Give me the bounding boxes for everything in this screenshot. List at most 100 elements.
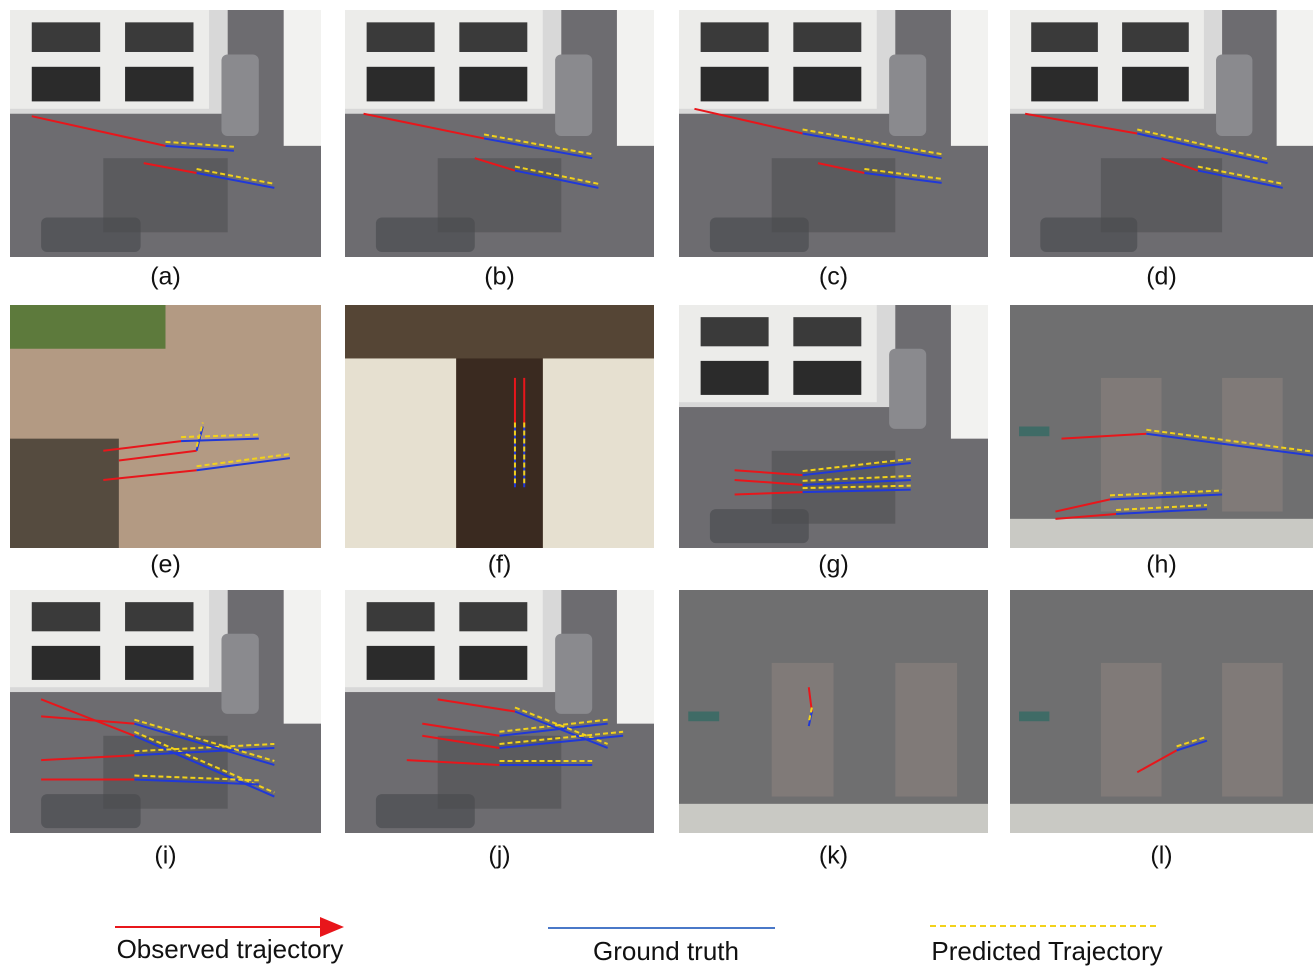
photo bbox=[679, 590, 988, 833]
rail bbox=[1010, 519, 1313, 548]
panel: (g) bbox=[679, 305, 988, 579]
path bbox=[456, 358, 543, 548]
photo bbox=[345, 305, 654, 548]
window bbox=[367, 602, 435, 631]
panel-label: (k) bbox=[819, 842, 848, 870]
photo bbox=[1010, 590, 1313, 833]
shade bbox=[103, 158, 227, 232]
window bbox=[1122, 67, 1189, 102]
panel: (k) bbox=[679, 590, 988, 870]
tiles bbox=[895, 663, 957, 797]
panel-label: (g) bbox=[818, 551, 849, 579]
snow bbox=[345, 358, 456, 548]
panel: (f) bbox=[345, 305, 654, 579]
window bbox=[367, 22, 435, 52]
panel-label: (f) bbox=[488, 551, 512, 579]
window bbox=[125, 22, 193, 52]
tiles bbox=[1222, 663, 1283, 797]
bench bbox=[1019, 712, 1049, 722]
window bbox=[459, 646, 527, 680]
window bbox=[125, 646, 193, 680]
legend-observed-label: Observed trajectory bbox=[117, 934, 344, 964]
car bbox=[221, 54, 258, 136]
grass bbox=[10, 305, 166, 349]
photo bbox=[679, 10, 988, 257]
wall bbox=[1277, 10, 1313, 146]
panel-label: (a) bbox=[150, 263, 181, 291]
bench bbox=[688, 712, 719, 722]
bench bbox=[1019, 427, 1049, 437]
window bbox=[701, 67, 769, 102]
window bbox=[459, 67, 527, 102]
panel-label: (c) bbox=[819, 263, 848, 291]
window bbox=[793, 361, 861, 395]
panel: (a) bbox=[10, 10, 321, 291]
window bbox=[459, 602, 527, 631]
tiles bbox=[772, 663, 834, 797]
legend-ground-truth-label: Ground truth bbox=[593, 936, 739, 966]
panel: (i) bbox=[10, 590, 321, 870]
panel: (e) bbox=[10, 305, 321, 579]
window bbox=[32, 67, 100, 102]
car bbox=[221, 634, 258, 714]
legend-predicted-label: Predicted Trajectory bbox=[931, 936, 1162, 966]
snow bbox=[543, 358, 654, 548]
window bbox=[793, 317, 861, 346]
panel-label: (i) bbox=[154, 842, 176, 870]
legend: Observed trajectory Ground truth Predict… bbox=[115, 926, 1163, 966]
photo bbox=[1010, 10, 1313, 257]
car bbox=[889, 54, 926, 136]
tiles bbox=[1101, 663, 1162, 797]
photo bbox=[10, 590, 321, 833]
car bbox=[555, 634, 592, 714]
car bbox=[555, 54, 592, 136]
panels: (a) (b) (c) (d) (e) (f) (g) (h) (i) (j) (k) (l) bbox=[10, 10, 1313, 870]
shade bbox=[1101, 158, 1222, 232]
photo bbox=[10, 305, 321, 548]
car bbox=[1216, 54, 1252, 136]
panel: (j) bbox=[345, 590, 654, 870]
window bbox=[1031, 67, 1098, 102]
window bbox=[32, 602, 100, 631]
shade bbox=[438, 736, 562, 809]
window bbox=[701, 22, 769, 52]
panel: (c) bbox=[679, 10, 988, 291]
figure: (a) (b) (c) (d) (e) (f) (g) (h) (i) (j) (k) (l) Obs… bbox=[0, 0, 1313, 969]
photo bbox=[345, 10, 654, 257]
shade bbox=[438, 158, 562, 232]
rail bbox=[679, 804, 988, 833]
wall bbox=[617, 590, 654, 724]
car bbox=[889, 349, 926, 429]
window bbox=[32, 22, 100, 52]
photo bbox=[1010, 305, 1313, 548]
wall bbox=[951, 305, 988, 439]
window bbox=[701, 317, 769, 346]
photo bbox=[345, 590, 654, 833]
panel-label: (d) bbox=[1146, 263, 1177, 291]
panel-label: (e) bbox=[150, 551, 181, 579]
panel-label: (j) bbox=[488, 842, 510, 870]
panel: (l) bbox=[1010, 590, 1313, 870]
rail bbox=[1010, 804, 1313, 833]
window bbox=[793, 22, 861, 52]
photo bbox=[10, 10, 321, 257]
tiles bbox=[1101, 378, 1162, 512]
panel-label: (h) bbox=[1146, 551, 1177, 579]
window bbox=[701, 361, 769, 395]
wall bbox=[951, 10, 988, 146]
panel: (b) bbox=[345, 10, 654, 291]
window bbox=[125, 602, 193, 631]
wall bbox=[617, 10, 654, 146]
shade bbox=[772, 158, 896, 232]
panel: (h) bbox=[1010, 305, 1313, 579]
window bbox=[32, 646, 100, 680]
window bbox=[125, 67, 193, 102]
window bbox=[1122, 22, 1189, 52]
photo bbox=[679, 305, 988, 548]
window bbox=[1031, 22, 1098, 52]
window bbox=[367, 646, 435, 680]
wall bbox=[284, 10, 321, 146]
window bbox=[367, 67, 435, 102]
panel-label: (l) bbox=[1150, 842, 1172, 870]
window bbox=[793, 67, 861, 102]
